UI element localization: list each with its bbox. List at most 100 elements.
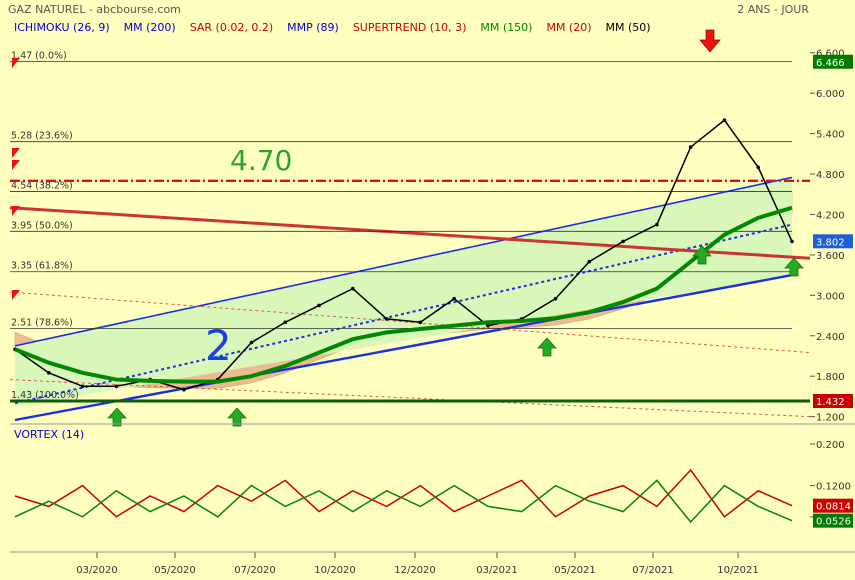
date-tick-label: 05/2020 <box>154 565 196 576</box>
fibonacci-levels: 1.47 (0.0%) 5.28 (23.6%) 4.54 (38.2%) 3.95 … <box>10 50 810 403</box>
sell-arrow-icon <box>699 29 721 53</box>
indicator-label: MMP (89) <box>287 21 339 34</box>
vortex-title: VORTEX (14) <box>14 428 84 441</box>
price-point <box>756 165 761 170</box>
fib-label: 1.43 (100.0%) <box>11 390 79 401</box>
sar-flag-icon <box>12 160 20 170</box>
date-tick-label: 07/2021 <box>632 565 674 576</box>
date-tick-label: 10/2020 <box>314 565 356 576</box>
price-point <box>80 384 85 389</box>
price-point <box>351 286 355 291</box>
vortex-badge-label: 0.0814 <box>816 502 851 513</box>
price-tick-label: 1.800 <box>816 372 845 383</box>
date-tick-label: 05/2021 <box>554 565 596 576</box>
indicator-legend: ICHIMOKU (26, 9) MM (200) SAR (0.02, 0.2) M… <box>14 21 651 34</box>
price-badge <box>813 234 853 249</box>
price-tick-label: 4.200 <box>816 210 845 221</box>
fib-label: 3.35 (61.8%) <box>11 261 73 272</box>
support-dashed-line <box>9 379 811 418</box>
price-point <box>688 145 693 149</box>
sar-flag-icon <box>12 148 20 158</box>
price-point <box>46 371 51 375</box>
sar-flag-icon <box>12 290 20 300</box>
trend-channel <box>9 176 811 422</box>
price-badge <box>813 54 853 69</box>
price-tick-label: 2.400 <box>816 332 845 343</box>
fib-label: 3.95 (50.0%) <box>11 220 73 231</box>
price-badge-label: 1.432 <box>816 397 845 408</box>
indicator-label: MM (150) <box>480 21 532 34</box>
fib-label: 1.47 (0.0%) <box>11 50 67 61</box>
mm200-line <box>9 206 811 260</box>
buy-arrow-icon <box>537 337 557 357</box>
price-badges: 6.466 3.802 1.432 <box>813 54 853 408</box>
channel-fill <box>15 177 792 407</box>
price-tick-label: 3.000 <box>816 291 845 302</box>
price-tick-label: 1.200 <box>816 413 845 424</box>
fib-label: 5.28 (23.6%) <box>11 131 73 142</box>
price-axis: 1.200 1.800 2.400 3.000 3.600 4.200 4.800 5.400… <box>810 49 845 424</box>
vortex-tick-label: 0.200 <box>816 440 845 451</box>
vortex-badge <box>813 498 853 513</box>
price-point <box>182 387 186 392</box>
channel-lower-line <box>14 273 793 422</box>
resistance-dashed-line <box>9 291 811 354</box>
price-point <box>486 323 490 328</box>
channel-upper-line <box>14 176 793 347</box>
indicator-label: MM (200) <box>124 21 176 34</box>
price-tick-label: 3.600 <box>816 251 845 262</box>
level-annotation: 4.70 <box>230 144 292 177</box>
price-badge <box>813 393 853 408</box>
price-point <box>283 320 288 325</box>
fib-label: 2.51 (78.6%) <box>11 317 73 328</box>
indicator-label: MM (50) <box>606 21 651 34</box>
price-point <box>452 296 456 301</box>
vortex-series <box>14 468 793 524</box>
price-point <box>553 296 558 301</box>
vortex-tick-label: 0.1200 <box>816 482 851 493</box>
sar-flag-icon <box>12 206 20 216</box>
fib-label: 4.54 (38.2%) <box>11 181 73 192</box>
vortex-badge <box>813 513 853 528</box>
date-tick-label: 03/2020 <box>76 565 118 576</box>
price-point <box>249 340 254 345</box>
price-series <box>13 118 794 392</box>
price-point <box>655 222 659 227</box>
price-tick-label: 4.800 <box>816 170 845 181</box>
price-point <box>317 303 321 308</box>
price-tick-label: 6.600 <box>816 49 845 60</box>
mm150-line <box>14 205 793 384</box>
price-point <box>722 118 727 122</box>
date-tick-label: 10/2021 <box>717 565 759 576</box>
buy-arrow-icon <box>107 407 127 427</box>
buy-arrow-icon <box>692 245 712 265</box>
indicator-label: MM (20) <box>546 21 591 34</box>
indicator-label: SAR (0.02, 0.2) <box>190 21 273 34</box>
date-tick-label: 12/2020 <box>394 565 436 576</box>
buy-arrow-icon <box>784 257 804 277</box>
vortex-badges: 0.0814 0.0526 <box>813 498 853 528</box>
chart-title: GAZ NATUREL - abcbourse.com <box>8 3 181 16</box>
price-badge-label: 3.802 <box>816 237 845 248</box>
price-badge-label: 6.466 <box>816 58 845 69</box>
price-point <box>790 239 794 244</box>
signal-arrows <box>12 29 804 427</box>
vortex-plus-line <box>14 468 793 518</box>
sar-flag-icon <box>12 58 20 68</box>
vortex-badge-label: 0.0526 <box>816 517 851 528</box>
price-tick-label: 6.000 <box>816 89 845 100</box>
indicator-label: ICHIMOKU (26, 9) <box>14 21 110 34</box>
date-tick-label: 03/2021 <box>476 565 518 576</box>
date-axis: 03/2020 05/2020 07/2020 10/2020 12/2020 03/20… <box>10 551 855 576</box>
mmp-line <box>14 223 793 405</box>
date-tick-label: 07/2020 <box>234 565 276 576</box>
price-tick-label: 5.400 <box>816 130 845 141</box>
wave-annotation: 2 <box>205 321 232 370</box>
price-point <box>621 239 625 244</box>
vortex-minus-line <box>14 479 793 524</box>
price-point <box>587 259 592 264</box>
price-point <box>114 384 119 389</box>
indicator-label: SUPERTREND (10, 3) <box>353 21 467 34</box>
price-panel: 1.47 (0.0%) 5.28 (23.6%) 4.54 (38.2%) 3.95 … <box>9 29 853 427</box>
